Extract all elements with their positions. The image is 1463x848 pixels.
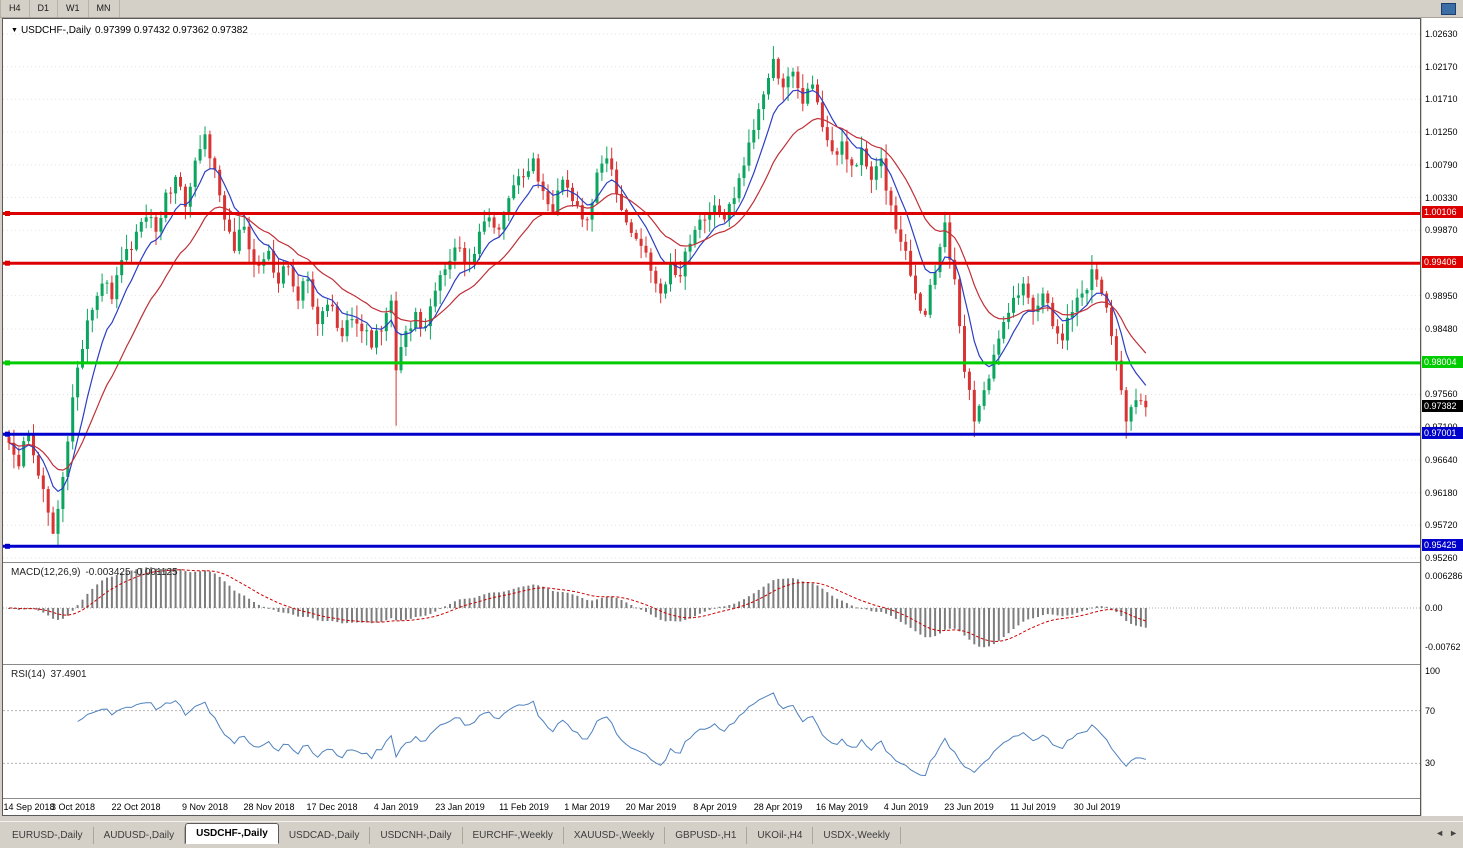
rsi-name: RSI(14) <box>11 669 46 680</box>
time-axis-label: 14 Sep 2018 <box>3 802 54 812</box>
price-axis[interactable]: 1.02630 1.02170 1.01710 1.01250 1.00790 1.003… <box>1422 18 1463 816</box>
macd-layer <box>3 567 1420 648</box>
main-grid <box>3 33 1420 559</box>
price-tick-label: 0.95260 <box>1425 553 1458 563</box>
timeframe-toolbar: H4 D1 W1 MN <box>0 0 1463 18</box>
price-tick-label: 1.01250 <box>1425 127 1458 137</box>
price-tick-label: 0.96640 <box>1425 455 1458 465</box>
time-axis-label: 17 Dec 2018 <box>306 802 357 812</box>
rsi-axis-label: 70 <box>1425 706 1436 716</box>
horizontal-lines-layer <box>3 211 1420 549</box>
rsi-axis-label: 30 <box>1425 758 1436 768</box>
price-tick-label: 0.99870 <box>1425 225 1458 235</box>
timeframe-button-d1[interactable]: D1 <box>29 0 59 17</box>
support-price-badge-green: 0.98004 <box>1422 356 1463 368</box>
current-price-badge: 0.97382 <box>1422 400 1463 412</box>
rsi-axis-label: 100 <box>1425 666 1441 676</box>
moving-averages-layer <box>8 89 1147 493</box>
timeframe-button-group: H4 D1 W1 MN <box>0 0 120 17</box>
timeframe-button-w1[interactable]: W1 <box>58 0 89 17</box>
chart-ohlc-values: 0.97399 0.97432 0.97362 0.97382 <box>94 25 248 36</box>
time-axis-label: 22 Oct 2018 <box>111 802 160 812</box>
time-axis-label: 23 Jun 2019 <box>944 802 994 812</box>
chart-tab-xauusd[interactable]: XAUUSD-,Weekly <box>564 827 666 844</box>
price-tick-label: 0.98950 <box>1425 291 1458 301</box>
chart-tab-eurusd[interactable]: EURUSD-,Daily <box>2 827 94 844</box>
time-axis-label: 16 May 2019 <box>816 802 868 812</box>
rsi-indicator-title: RSI(14) 37.4901 <box>11 669 92 680</box>
chart-tab-usdcad[interactable]: USDCAD-,Daily <box>279 827 371 844</box>
macd-values: -0.003425 -0.001125 <box>85 567 178 578</box>
chart-symbol-label: USDCHF-,Daily <box>20 25 91 36</box>
chart-window[interactable]: 14 Sep 2018 3 Oct 2018 22 Oct 2018 9 Nov 20… <box>2 18 1421 816</box>
timeframe-button-h4[interactable]: H4 <box>0 0 30 17</box>
hline-handle-icon[interactable] <box>5 360 10 366</box>
macd-axis-label: -0.00762 <box>1425 642 1461 652</box>
time-axis-label: 11 Jul 2019 <box>1010 802 1056 812</box>
chart-tab-usdcnh[interactable]: USDCNH-,Daily <box>370 827 463 844</box>
time-axis-label: 3 Oct 2018 <box>51 802 95 812</box>
price-tick-label: 0.97560 <box>1425 389 1458 399</box>
support-price-badge-blue-1: 0.97001 <box>1422 427 1463 439</box>
rsi-value: 37.4901 <box>50 669 87 680</box>
price-tick-label: 1.00330 <box>1425 193 1458 203</box>
macd-name: MACD(12,26,9) <box>11 567 81 578</box>
time-axis-label: 8 Apr 2019 <box>693 802 737 812</box>
time-axis-label: 4 Jan 2019 <box>374 802 419 812</box>
time-axis-label: 28 Nov 2018 <box>243 802 294 812</box>
chart-tabs: EURUSD-,Daily AUDUSD-,Daily USDCHF-,Daily U… <box>0 822 1463 844</box>
hline-handle-icon[interactable] <box>5 260 10 266</box>
time-axis-label: 9 Nov 2018 <box>182 802 228 812</box>
hline-handle-icon[interactable] <box>5 431 10 437</box>
time-axis-label: 4 Jun 2019 <box>884 802 929 812</box>
chart-tab-gbpusd[interactable]: GBPUSD-,H1 <box>665 827 748 844</box>
chart-symbol-header: ▼ USDCHF-,Daily 0.97399 0.97432 0.97362 0.… <box>11 25 252 36</box>
window-scroll-indicator-icon <box>1441 3 1456 15</box>
macd-axis-label: 0.00 <box>1425 603 1443 613</box>
candles-layer <box>7 46 1148 548</box>
price-tick-label: 1.02170 <box>1425 62 1458 72</box>
time-axis-label: 23 Jan 2019 <box>435 802 485 812</box>
chart-tab-eurchf[interactable]: EURCHF-,Weekly <box>463 827 564 844</box>
chart-tabbar: EURUSD-,Daily AUDUSD-,Daily USDCHF-,Daily U… <box>0 821 1463 846</box>
time-axis-label: 11 Feb 2019 <box>499 802 549 812</box>
timeframe-button-mn[interactable]: MN <box>88 0 120 17</box>
chart-tab-usdx[interactable]: USDX-,Weekly <box>813 827 901 844</box>
scroll-right-icon[interactable]: ► <box>1449 828 1458 838</box>
resistance-price-badge-2: 0.99406 <box>1422 256 1463 268</box>
hline-handle-icon[interactable] <box>5 543 10 549</box>
price-tick-label: 0.96180 <box>1425 488 1458 498</box>
price-tick-label: 1.02630 <box>1425 29 1458 39</box>
price-tick-label: 0.95720 <box>1425 520 1458 530</box>
resistance-price-badge-1: 1.00106 <box>1422 206 1463 218</box>
price-tick-label: 1.01710 <box>1425 94 1458 104</box>
price-tick-label: 0.98480 <box>1425 324 1458 334</box>
hline-handle-icon[interactable] <box>5 211 10 216</box>
chart-tab-usdchf[interactable]: USDCHF-,Daily <box>185 823 279 844</box>
time-axis-label: 1 Mar 2019 <box>564 802 610 812</box>
time-axis-label: 30 Jul 2019 <box>1074 802 1121 812</box>
time-axis-label: 20 Mar 2019 <box>626 802 677 812</box>
scroll-left-icon[interactable]: ◄ <box>1435 828 1445 838</box>
tab-scroll-arrows: ◄ ► <box>1430 828 1458 838</box>
support-price-badge-blue-2: 0.95425 <box>1422 539 1463 551</box>
time-axis-label: 28 Apr 2019 <box>754 802 803 812</box>
rsi-layer <box>3 692 1420 777</box>
chart-tab-audusd[interactable]: AUDUSD-,Daily <box>94 827 186 844</box>
macd-indicator-title: MACD(12,26,9) -0.003425 -0.001125 <box>11 567 183 578</box>
price-tick-label: 1.00790 <box>1425 160 1458 170</box>
macd-axis-label: 0.006286 <box>1425 571 1463 581</box>
chart-tab-ukoil[interactable]: UKOil-,H4 <box>747 827 814 844</box>
chevron-down-icon: ▼ <box>11 27 18 34</box>
